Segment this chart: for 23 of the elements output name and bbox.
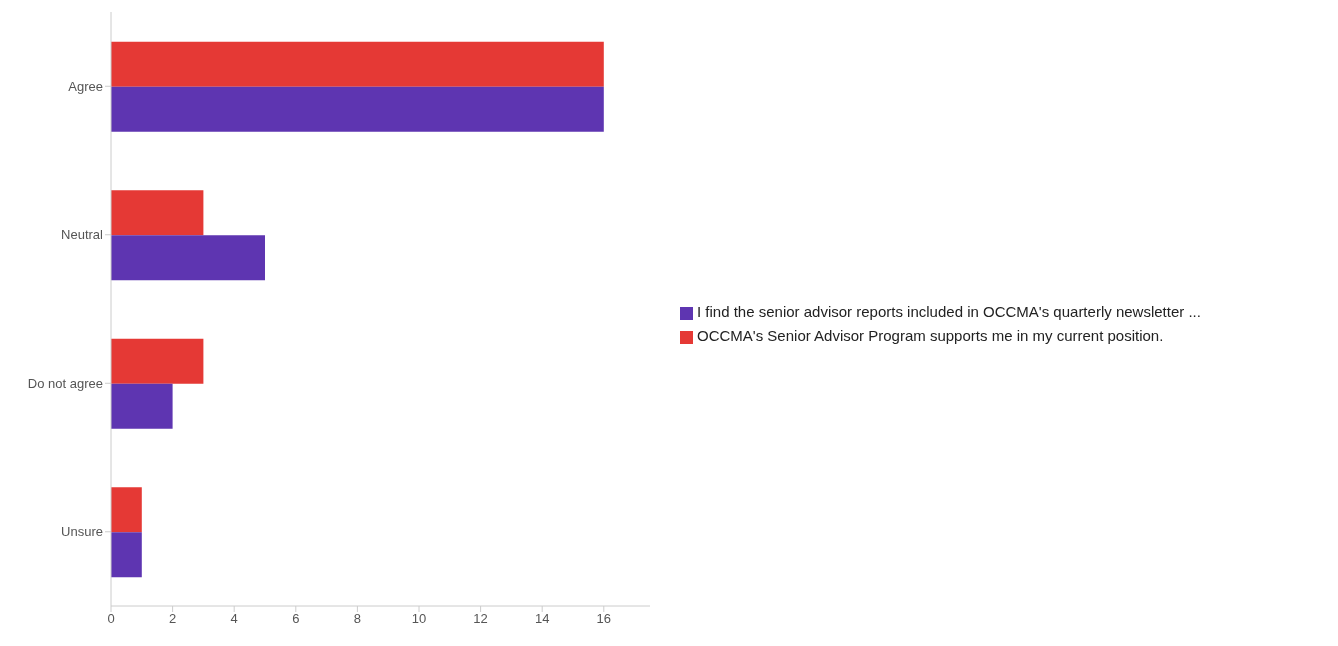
bar [111,190,204,236]
bar [111,86,604,132]
x-tick-label: 14 [534,611,550,627]
x-tick-label: 8 [353,611,362,627]
x-tick-label: 6 [292,611,300,627]
legend-label: OCCMA's Senior Advisor Program supports me in my current position. [697,327,1164,344]
bar [111,41,604,87]
y-tick-label: Unsure [61,524,103,540]
x-tick-label: 0 [107,611,115,627]
x-tick-label: 4 [230,611,238,627]
bar [111,383,173,429]
y-tick-label: Neutral [61,227,104,243]
y-tick-label: Agree [68,78,103,94]
x-tick-label: 10 [411,611,427,627]
legend-label: I find the senior advisor reports included in OCCMA's quarterly newsletter ... [697,303,1201,320]
bar [111,235,265,281]
x-tick-label: 2 [168,611,177,627]
x-tick-label: 16 [596,611,612,627]
y-tick-label: Do not agree [27,375,103,391]
x-tick-label: 12 [473,611,488,627]
bar [111,487,142,533]
bar [111,532,142,578]
bar [111,338,204,384]
